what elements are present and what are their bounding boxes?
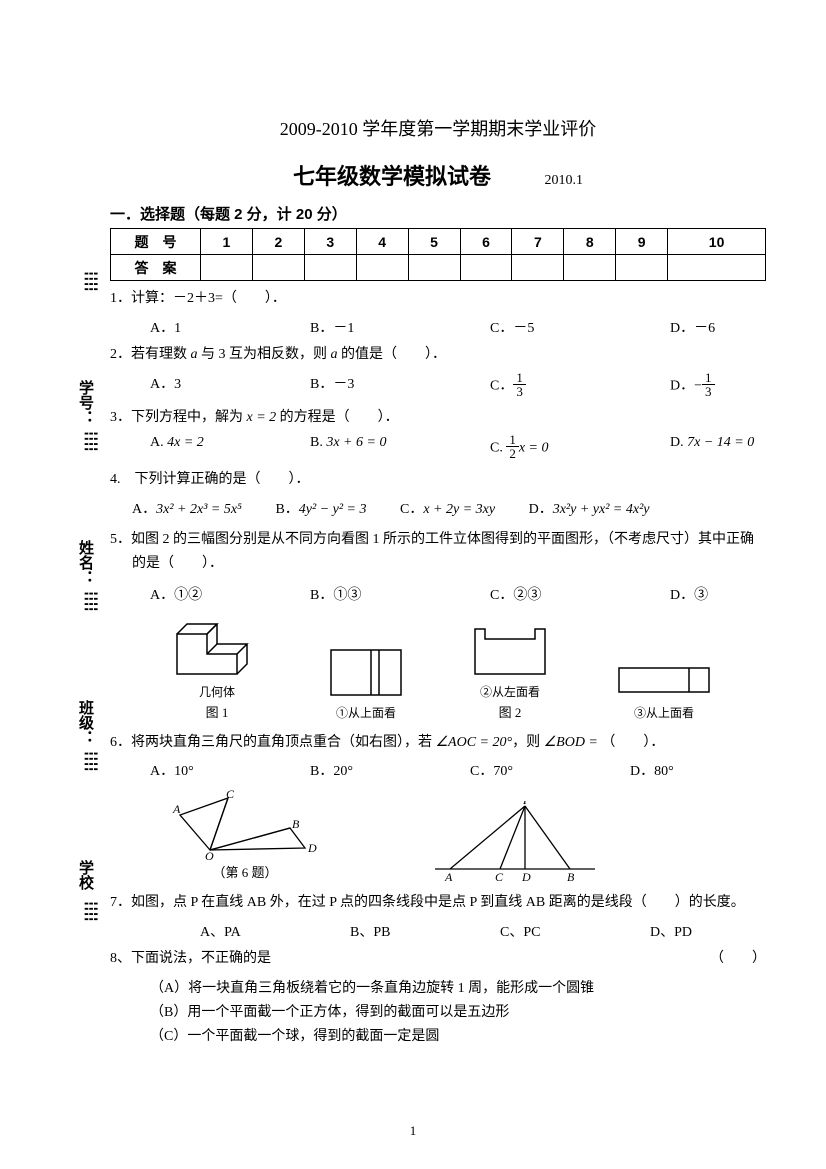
q2-opt-c: C．13	[490, 373, 620, 400]
q4-opt-c: C．x + 2y = 3xy	[400, 498, 495, 522]
paper-title: 七年级数学模拟试卷	[293, 159, 491, 191]
exam-page: 2009-2010 学年度第一学期期末学业评价 七年级数学模拟试卷 2010.1…	[0, 0, 826, 1089]
q7-opt-b: B、PB	[350, 921, 450, 941]
semester-title: 2009-2010 学年度第一学期期末学业评价	[110, 115, 766, 141]
page-number: 1	[410, 1123, 417, 1139]
svg-text:C: C	[495, 870, 504, 881]
q5-opt-c: C．②③	[490, 584, 620, 604]
q7-opt-c: C、PC	[500, 921, 600, 941]
svg-text:B: B	[567, 870, 575, 881]
q3-opt-b: B. 3x + 6 = 0	[310, 435, 440, 462]
q8-opt-a: （A）将一块直角三角板绕着它的一条直角边旋转 1 周，能形成一个圆锥	[110, 977, 766, 997]
section-1-header: 一．选择题（每题 2 分，计 20 分）	[110, 203, 766, 224]
q8-opt-c: （C）一个平面截一个球，得到的截面一定是圆	[110, 1025, 766, 1045]
svg-text:A: A	[444, 870, 453, 881]
svg-text:D: D	[307, 841, 317, 855]
q1-opt-b: B．－1	[310, 317, 440, 337]
q3-opt-c: C. 12x = 0	[490, 435, 620, 462]
svg-text:D: D	[521, 870, 531, 881]
q7-opt-a: A、PA	[200, 921, 300, 941]
question-2: 2．若有理数 a 与 3 互为相反数，则 a 的值是（ ）．	[110, 343, 766, 367]
svg-text:A: A	[172, 802, 181, 816]
q5-figures: 几何体 图 1 ①从上面看 ②从左面看 图 2 ③从上面看	[140, 614, 746, 721]
q5-opt-b: B．①③	[310, 584, 440, 604]
q1-opt-d: D．－6	[670, 317, 715, 337]
q3-opt-d: D. 7x − 14 = 0	[670, 435, 754, 462]
q4-opt-d: D．3x²y + yx² = 4x²y	[529, 498, 650, 522]
q1-opt-c: C．－5	[490, 317, 620, 337]
svg-text:B: B	[292, 817, 300, 831]
q5-fig-solid: 几何体 图 1	[172, 614, 262, 721]
q6-figure: AC BD O （第 6 题）	[170, 790, 320, 881]
question-4: 4. 下列计算正确的是（ ）．	[110, 468, 766, 492]
svg-text:O: O	[205, 849, 214, 860]
q5-fig-view1: ①从上面看	[326, 645, 406, 721]
question-5: 5．如图 2 的三幅图分别是从不同方向看图 1 所示的工件立体图得到的平面图形，…	[110, 528, 766, 576]
row-label: 答 案	[111, 255, 201, 281]
question-3: 3．下列方程中，解为 x = 2 的方程是（ ）．	[110, 406, 766, 430]
svg-text:P: P	[522, 801, 531, 807]
q5-fig-view3: ③从上面看	[614, 660, 714, 721]
q6-opt-c: C．70°	[470, 760, 580, 780]
question-8: 8、下面说法，不正确的是 （ ）	[110, 947, 766, 971]
q8-opt-b: （B）用一个平面截一个正方体，得到的截面可以是五边形	[110, 1001, 766, 1021]
row-label: 题 号	[111, 229, 201, 255]
answer-grid: 题 号 1 2 3 4 5 6 7 8 9 10 答 案	[110, 228, 766, 281]
q4-opt-a: A．3x² + 2x³ = 5x⁵	[132, 498, 242, 522]
question-1: 1．计算：－2＋3=（ ）．	[110, 287, 766, 311]
paper-date: 2010.1	[545, 173, 584, 188]
q5-opt-d: D．③	[670, 584, 708, 604]
q2-opt-a: A．3	[150, 373, 260, 400]
q6-opt-d: D．80°	[630, 760, 674, 780]
question-7: 7．如图，点 P 在直线 AB 外，在过 P 点的四条线段中是点 P 到直线 A…	[110, 891, 766, 915]
q7-figure: P A C D B	[430, 801, 600, 881]
q7-opt-d: D、PD	[650, 921, 692, 941]
q4-opt-b: B．4y² − y² = 3	[275, 498, 366, 522]
svg-text:C: C	[226, 790, 235, 801]
q2-opt-d: D．−13	[670, 373, 715, 400]
q3-opt-a: A. 4x = 2	[150, 435, 260, 462]
q5-opt-a: A．①②	[150, 584, 260, 604]
q5-fig-view2: ②从左面看 图 2	[470, 624, 550, 721]
question-6: 6．将两块直角三角尺的直角顶点重合（如右图），若 ∠AOC = 20°，则 ∠B…	[110, 731, 766, 755]
q6-opt-b: B．20°	[310, 760, 420, 780]
q2-opt-b: B．－3	[310, 373, 440, 400]
q1-opt-a: A．1	[150, 317, 260, 337]
q6-opt-a: A．10°	[150, 760, 260, 780]
